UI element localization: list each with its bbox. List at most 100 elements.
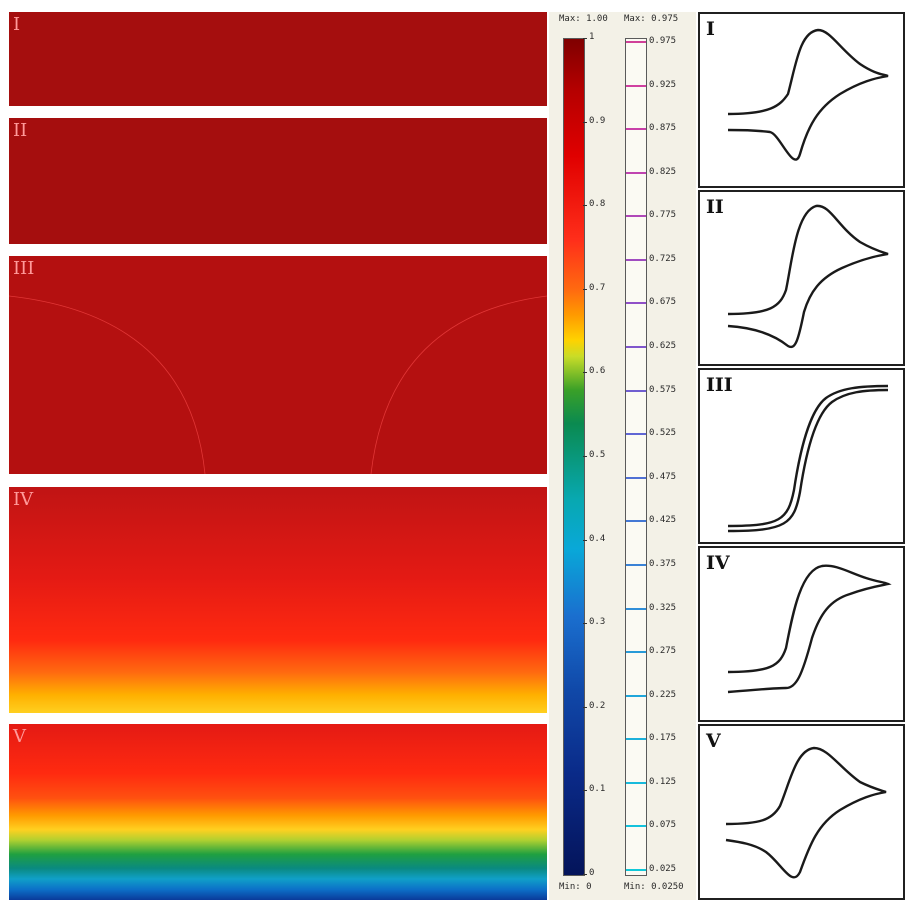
- main-tick-label: 0.1: [589, 784, 606, 795]
- main-tick-mark: [583, 456, 587, 457]
- voltammogram-plot-1: I: [698, 12, 905, 188]
- main-tick-mark: [583, 539, 587, 541]
- main-tick-mark: [583, 38, 587, 39]
- cv-trace: [727, 564, 892, 694]
- contour-tick-label: 0.525: [649, 428, 677, 439]
- contour-tick-label: 0.325: [649, 602, 677, 613]
- voltammogram-plot-2: II: [698, 190, 905, 366]
- contour-tick-label: 0.025: [649, 864, 677, 874]
- main-tick-label: 0.2: [589, 700, 606, 711]
- main-tick-label: 0.4: [589, 533, 606, 544]
- cv-trace: [725, 746, 887, 879]
- concentration-panel-4: IV: [9, 487, 547, 713]
- electrode-spot: [217, 94, 261, 106]
- diffusion-field: [327, 256, 547, 474]
- panel-label: V: [13, 726, 26, 747]
- cv-trace: [727, 28, 889, 161]
- contour-level-line: [626, 738, 646, 741]
- contour-tick-label: 0.075: [649, 820, 677, 831]
- color-legend: Max: 1.00 Max: 0.975 1 0.9 0.8 0.7 0.6 0.5 0.4…: [549, 12, 696, 900]
- contour-level-line: [626, 389, 646, 392]
- voltammogram-curve: [727, 28, 889, 161]
- voltammogram-column: I II III IV V: [698, 12, 909, 900]
- contour-level-line: [626, 346, 646, 349]
- concentration-panel-5: V: [9, 724, 547, 900]
- main-tick-mark: [583, 205, 587, 207]
- cv-trace-return: [727, 388, 889, 533]
- contour-level-line: [626, 41, 646, 43]
- contour-tick-label: 0.225: [649, 689, 677, 700]
- main-tick-mark: [583, 623, 587, 625]
- main-tick-label: 0: [589, 868, 595, 878]
- diffusion-field: [9, 256, 229, 474]
- contour-tick-label: 0.125: [649, 776, 677, 787]
- contour-tick-label: 0.625: [649, 341, 677, 352]
- diffusion-hemisphere: [199, 669, 295, 713]
- voltammogram-curve: [727, 384, 889, 533]
- contour-level-line: [626, 694, 646, 697]
- contour-level-line: [626, 128, 646, 131]
- contour-level-line: [626, 302, 646, 305]
- voltammogram-plot-3: III: [698, 368, 905, 544]
- contour-tick-label: 0.475: [649, 471, 677, 482]
- contour-tick-label: 0.675: [649, 297, 677, 308]
- contour-level-line: [626, 520, 646, 523]
- main-tick-label: 0.8: [589, 199, 606, 210]
- contour-level-line: [626, 84, 646, 87]
- main-tick-label: 0.3: [589, 617, 606, 628]
- contour-tick-label: 0.825: [649, 166, 677, 177]
- plot-label: III: [706, 374, 733, 396]
- voltammogram-plot-4: IV: [698, 546, 905, 722]
- main-tick-mark: [583, 288, 587, 290]
- contour-tick-label: 0.375: [649, 558, 677, 569]
- contour-level-line: [626, 869, 646, 871]
- contour-tick-label: 0.575: [649, 384, 677, 395]
- contour-level-line: [626, 563, 646, 566]
- concentration-panel-1: I: [9, 12, 547, 106]
- panel-label: I: [13, 14, 21, 35]
- contour-tick-label: 0.275: [649, 646, 677, 657]
- electrode-spot: [531, 94, 547, 106]
- contour-level-line: [626, 171, 646, 174]
- diffusion-hemisphere: [171, 176, 311, 244]
- diffusion-hemisphere: [353, 669, 449, 713]
- voltammogram-curve: [727, 204, 889, 349]
- panel-2-field: [17, 176, 547, 244]
- plot-label: II: [706, 196, 724, 218]
- contour-tick-label: 0.775: [649, 210, 677, 221]
- contour-tick-label: 0.975: [649, 36, 677, 46]
- contour-level-line: [626, 215, 646, 218]
- diffusion-hemisphere: [479, 176, 547, 244]
- concentration-panel-2: II: [9, 118, 547, 244]
- main-colorbar: [563, 38, 585, 876]
- panel-4-field: [45, 669, 547, 713]
- main-legend-max: Max: 1.00: [559, 14, 608, 24]
- main-tick-label: 0.6: [589, 366, 606, 377]
- panel-3-field: [9, 256, 547, 474]
- voltammogram-curve: [725, 746, 887, 879]
- contour-level-line: [626, 258, 646, 261]
- cv-trace: [727, 384, 889, 528]
- diffusion-hemisphere: [17, 176, 157, 244]
- main-legend-min: Min: 0: [559, 882, 592, 892]
- voltammogram-plot-5: V: [698, 724, 905, 900]
- panel-label: III: [13, 258, 35, 279]
- contour-legend-min: Min: 0.0250: [624, 882, 684, 892]
- plot-label: V: [706, 730, 721, 752]
- panel-1-field: [62, 94, 547, 106]
- diffusion-hemisphere: [45, 669, 141, 713]
- contour-level-line: [626, 433, 646, 436]
- contour-colorbar: [625, 38, 647, 876]
- plot-label: IV: [706, 552, 730, 574]
- contour-tick-label: 0.875: [649, 123, 677, 134]
- electrode-spot: [372, 94, 416, 106]
- main-tick-label: 0.9: [589, 115, 606, 126]
- voltammogram-curve: [727, 564, 892, 694]
- contour-tick-label: 0.725: [649, 253, 677, 264]
- main-tick-mark: [583, 372, 587, 374]
- contour-tick-label: 0.925: [649, 79, 677, 90]
- contour-level-line: [626, 825, 646, 828]
- contour-line: [9, 295, 206, 474]
- main-tick-mark: [583, 874, 587, 875]
- plot-label: I: [706, 18, 715, 40]
